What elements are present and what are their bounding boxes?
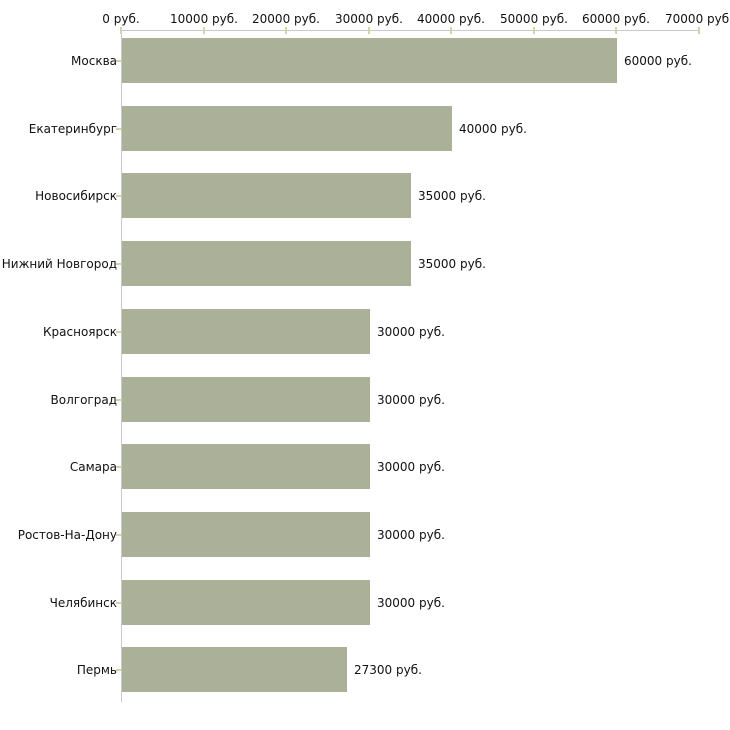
x-tick-mark [120, 27, 122, 34]
y-tick-mark [116, 195, 121, 197]
x-tick-mark [285, 27, 287, 34]
x-tick-label: 40000 руб. [417, 12, 485, 26]
y-tick-mark [116, 534, 121, 536]
x-tick-label: 10000 руб. [170, 12, 238, 26]
bar [122, 106, 452, 151]
x-tick-mark [203, 27, 205, 34]
bar [122, 38, 617, 83]
x-axis-line [121, 30, 699, 31]
y-tick-mark [116, 128, 121, 130]
y-tick-mark [116, 263, 121, 265]
x-tick-label: 30000 руб. [335, 12, 403, 26]
bar [122, 309, 370, 354]
bar [122, 580, 370, 625]
category-label: Красноярск [43, 324, 117, 339]
category-label: Челябинск [49, 595, 117, 610]
category-label: Екатеринбург [28, 121, 117, 136]
x-tick-mark [533, 27, 535, 34]
value-label: 40000 руб. [459, 121, 527, 136]
category-label: Нижний Новгород [1, 256, 117, 271]
value-label: 30000 руб. [377, 392, 445, 407]
bar [122, 512, 370, 557]
bar [122, 173, 411, 218]
category-label: Москва [71, 53, 117, 68]
x-tick-mark [615, 27, 617, 34]
x-tick-mark [698, 27, 700, 34]
value-label: 35000 руб. [418, 256, 486, 271]
y-tick-mark [116, 466, 121, 468]
bar [122, 444, 370, 489]
value-label: 27300 руб. [354, 662, 422, 677]
value-label: 30000 руб. [377, 324, 445, 339]
y-axis-line [121, 30, 122, 702]
x-tick-label: 60000 руб. [582, 12, 650, 26]
value-label: 30000 руб. [377, 527, 445, 542]
x-tick-mark [368, 27, 370, 34]
bar [122, 647, 347, 692]
value-label: 30000 руб. [377, 595, 445, 610]
category-label: Пермь [76, 662, 117, 677]
x-tick-label: 70000 руб. [665, 12, 730, 26]
x-tick-label: 0 руб. [102, 12, 140, 26]
value-label: 60000 руб. [624, 53, 692, 68]
y-tick-mark [116, 60, 121, 62]
y-tick-mark [116, 602, 121, 604]
bar [122, 377, 370, 422]
category-label: Ростов-На-Дону [17, 527, 117, 542]
y-tick-mark [116, 331, 121, 333]
category-label: Новосибирск [35, 188, 117, 203]
value-label: 35000 руб. [418, 188, 486, 203]
x-tick-mark [450, 27, 452, 34]
bar [122, 241, 411, 286]
y-tick-mark [116, 399, 121, 401]
x-tick-label: 20000 руб. [252, 12, 320, 26]
y-tick-mark [116, 669, 121, 671]
category-label: Волгоград [50, 392, 117, 407]
x-tick-label: 50000 руб. [500, 12, 568, 26]
value-label: 30000 руб. [377, 459, 445, 474]
category-label: Самара [69, 459, 117, 474]
